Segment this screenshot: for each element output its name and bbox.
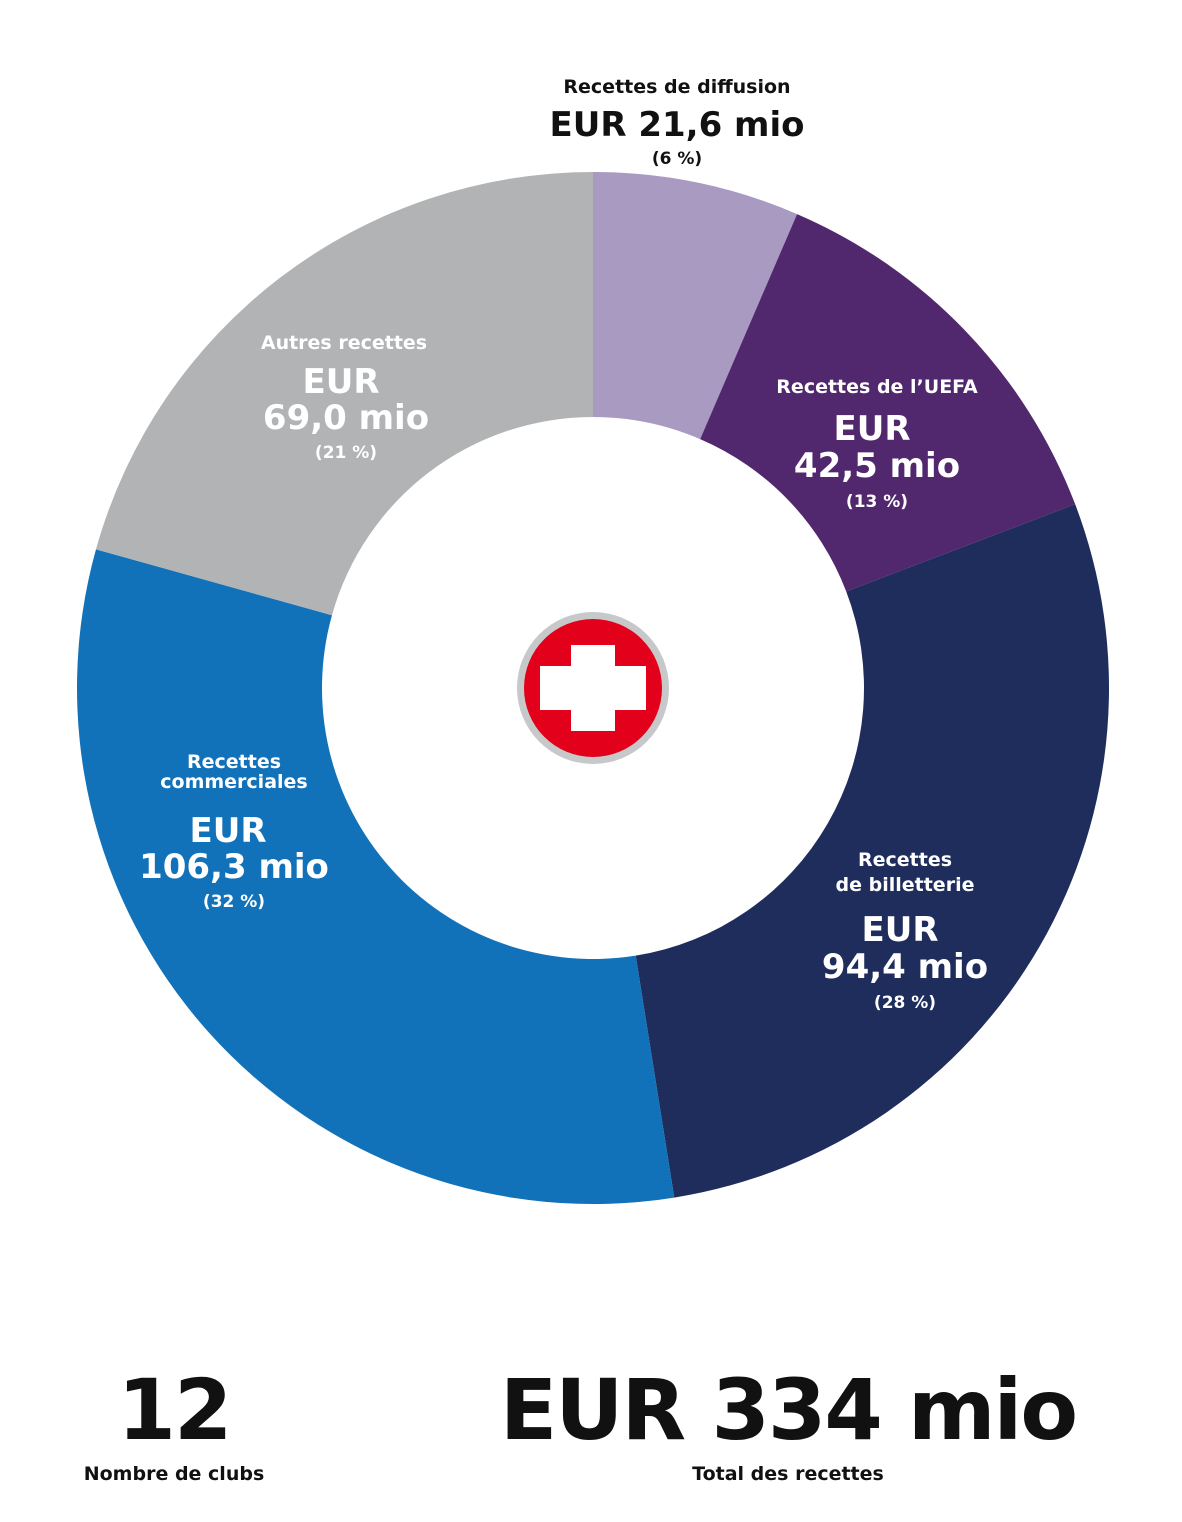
label-diffusion-value: EUR 21,6 mio [549, 105, 804, 145]
label-diffusion: Recettes de diffusion EUR 21,6 mio (6 %) [549, 76, 804, 169]
label-commerciales-value-line1: EUR [189, 811, 266, 851]
label-autres-value-line2: 69,0 mio [263, 398, 429, 438]
donut-segment-3 [635, 504, 1109, 1198]
label-autres-value-line1: EUR [302, 362, 379, 402]
label-autres: Autres recettes EUR 69,0 mio (21 %) [261, 332, 429, 463]
total-revenue-label: Total des recettes [692, 1463, 884, 1485]
label-billetterie-value-line2: 94,4 mio [822, 947, 988, 987]
label-diffusion-name: Recettes de diffusion [563, 76, 790, 98]
label-autres-name: Autres recettes [261, 332, 427, 354]
clubs-label: Nombre de clubs [83, 1463, 265, 1485]
donut-segment-5 [95, 172, 594, 616]
label-autres-pct: (21 %) [315, 443, 377, 463]
label-billetterie-value-line1: EUR [861, 910, 938, 950]
label-billetterie: Recettes de billetterie EUR 94,4 mio (28… [822, 849, 988, 1013]
label-commerciales-name-line1: Recettes [187, 751, 281, 773]
donut-segment-4 [76, 549, 675, 1204]
swiss-flag-icon [517, 612, 669, 764]
label-commerciales-pct: (32 %) [203, 892, 265, 912]
label-billetterie-name-line1: Recettes [858, 849, 952, 871]
clubs-count: 12 [117, 1361, 233, 1459]
label-diffusion-pct: (6 %) [652, 149, 702, 169]
label-uefa: Recettes de l’UEFA EUR 42,5 mio (13 %) [776, 376, 978, 512]
label-uefa-value-line1: EUR [833, 409, 910, 449]
donut-segment-2 [700, 214, 1076, 592]
donut-segments [76, 172, 1109, 1204]
label-uefa-value-line2: 42,5 mio [794, 446, 960, 486]
label-billetterie-pct: (28 %) [874, 993, 936, 1013]
label-uefa-pct: (13 %) [846, 492, 908, 512]
label-commerciales-value-line2: 106,3 mio [139, 847, 329, 887]
total-revenue: EUR 334 mio [499, 1361, 1078, 1459]
label-commerciales: Recettes commerciales EUR 106,3 mio (32 … [139, 751, 329, 912]
label-billetterie-name-line2: de billetterie [836, 874, 975, 896]
label-commerciales-name-line2: commerciales [160, 771, 307, 793]
donut-segment-1 [593, 172, 798, 440]
label-uefa-name: Recettes de l’UEFA [776, 376, 978, 398]
